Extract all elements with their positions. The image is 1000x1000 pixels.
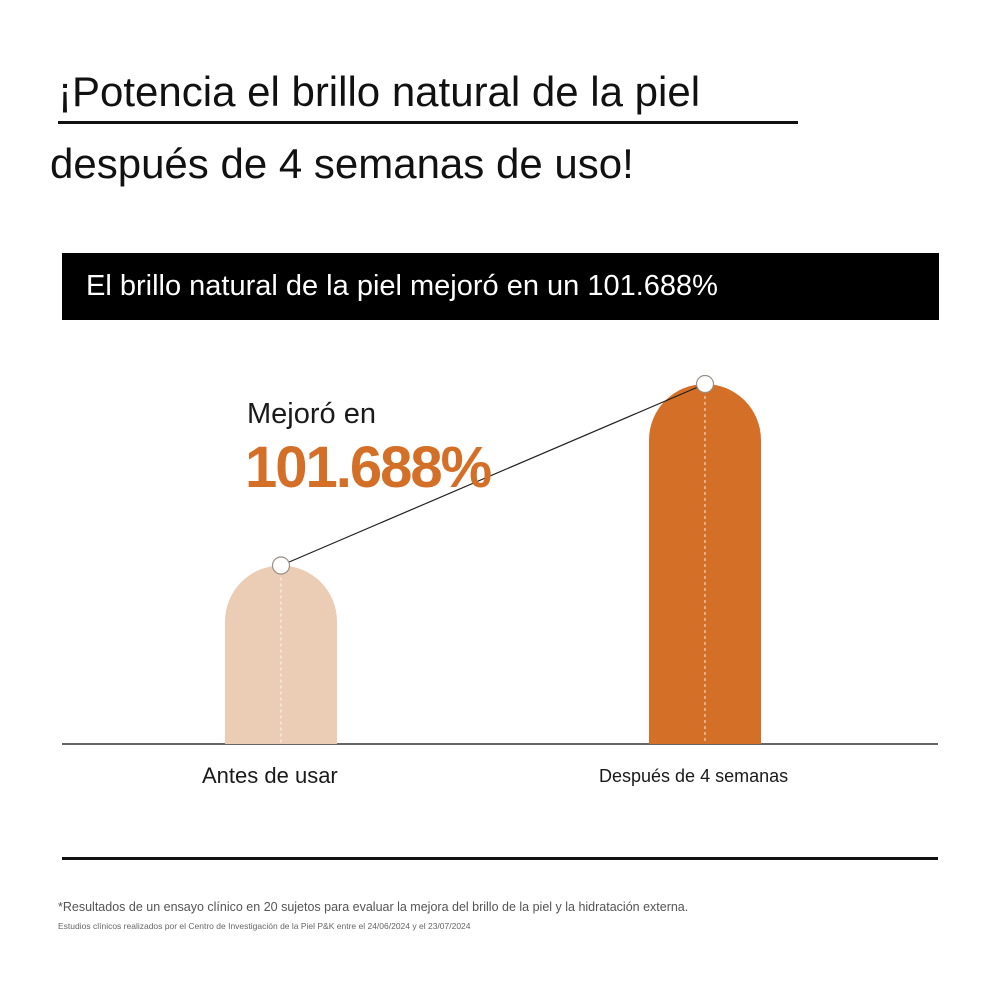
headline-underline (58, 121, 798, 124)
headline-line-1: ¡Potencia el brillo natural de la piel (58, 68, 701, 115)
headline-line-2: después de 4 semanas de uso! (50, 140, 634, 187)
bar-before (225, 565, 338, 744)
footnote-study-info: Estudios clínicos realizados por el Cent… (58, 921, 471, 931)
footnote-disclaimer: *Resultados de un ensayo clínico en 20 s… (58, 900, 689, 914)
callout-value: 101.688% (245, 435, 492, 500)
result-banner: El brillo natural de la piel mejoró en u… (62, 253, 939, 320)
section-divider (62, 857, 938, 860)
x-tick-label-after: Después de 4 semanas (599, 766, 789, 786)
trend-connector-line (280, 383, 706, 567)
x-tick-label-before: Antes de usar (202, 763, 338, 788)
point-marker-after (695, 374, 715, 394)
result-banner-text: El brillo natural de la piel mejoró en u… (86, 270, 718, 302)
point-marker-before (271, 556, 291, 575)
callout-label: Mejoró en (247, 398, 376, 430)
